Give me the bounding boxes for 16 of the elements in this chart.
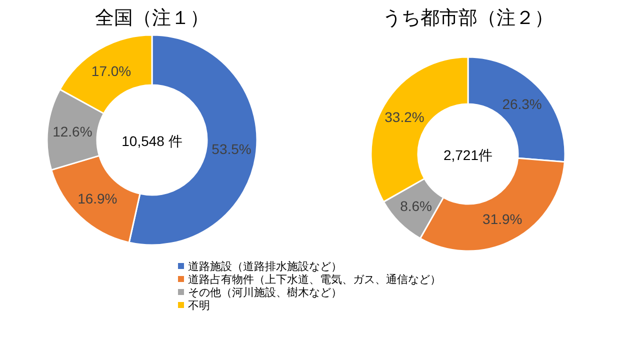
legend-label: 不明 (188, 300, 210, 312)
text: 10,548 件 (122, 133, 182, 149)
data-label: 16.9% (78, 190, 118, 206)
legend-label: 道路占有物件（上下水道、電気、ガス、通信など） (188, 273, 441, 286)
data-label: 31.9% (482, 210, 522, 227)
legend-label: その他（河川施設、樹木など） (188, 286, 342, 299)
data-label: 26.3% (502, 96, 542, 112)
data-label: 8.6% (400, 198, 432, 214)
data-label: 53.5% (212, 140, 252, 157)
data-label: 33.2% (384, 108, 424, 125)
chart-title: 全国（注１） (95, 7, 209, 29)
text: 2,721件 (443, 147, 493, 163)
chart-title: うち都市部（注２） (382, 7, 554, 29)
data-label: 17.0% (91, 63, 132, 80)
legend-label: 道路施設（道路排水施設など） (188, 260, 342, 273)
data-label: 12.6% (52, 123, 92, 140)
